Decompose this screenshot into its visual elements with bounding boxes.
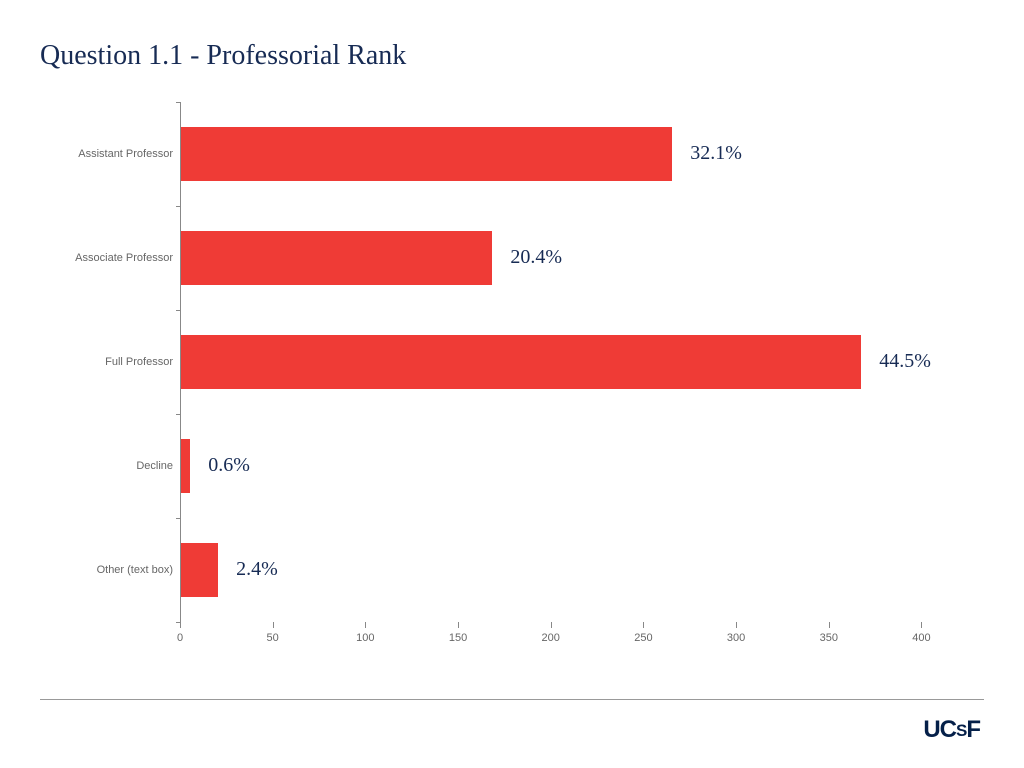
logo-end: F <box>966 716 980 743</box>
bar <box>181 231 492 285</box>
bar <box>181 127 672 181</box>
x-tick-label: 300 <box>727 632 745 644</box>
bar-value-label: 44.5% <box>879 350 931 373</box>
footer-divider <box>40 699 984 700</box>
logo-small: S <box>956 721 966 740</box>
bar <box>181 439 190 493</box>
bar <box>181 543 218 597</box>
bar-value-label: 20.4% <box>510 246 562 269</box>
x-tick-label: 350 <box>820 632 838 644</box>
x-tick-label: 50 <box>267 632 279 644</box>
x-tick-label: 250 <box>634 632 652 644</box>
bar-value-label: 2.4% <box>236 558 278 581</box>
category-label: Associate Professor <box>75 252 181 264</box>
x-tick-label: 0 <box>177 632 183 644</box>
x-axis: 050100150200250300350400 <box>180 622 940 623</box>
bar <box>181 335 861 389</box>
category-label: Decline <box>136 460 181 472</box>
x-tick-label: 200 <box>542 632 560 644</box>
chart: Assistant Professor32.1%Associate Profes… <box>140 102 960 662</box>
bar-value-label: 0.6% <box>208 454 250 477</box>
x-tick-label: 100 <box>356 632 374 644</box>
ucsf-logo: UCSF <box>923 716 980 744</box>
slide-title: Question 1.1 - Professorial Rank <box>40 40 984 72</box>
x-tick-label: 150 <box>449 632 467 644</box>
logo-main: UC <box>923 716 956 743</box>
category-label: Assistant Professor <box>78 148 181 160</box>
x-tick-label: 400 <box>912 632 930 644</box>
slide: Question 1.1 - Professorial Rank Assista… <box>0 0 1024 768</box>
bar-value-label: 32.1% <box>690 142 742 165</box>
category-label: Full Professor <box>105 356 181 368</box>
category-label: Other (text box) <box>97 564 181 576</box>
chart-plot: Assistant Professor32.1%Associate Profes… <box>180 102 940 622</box>
